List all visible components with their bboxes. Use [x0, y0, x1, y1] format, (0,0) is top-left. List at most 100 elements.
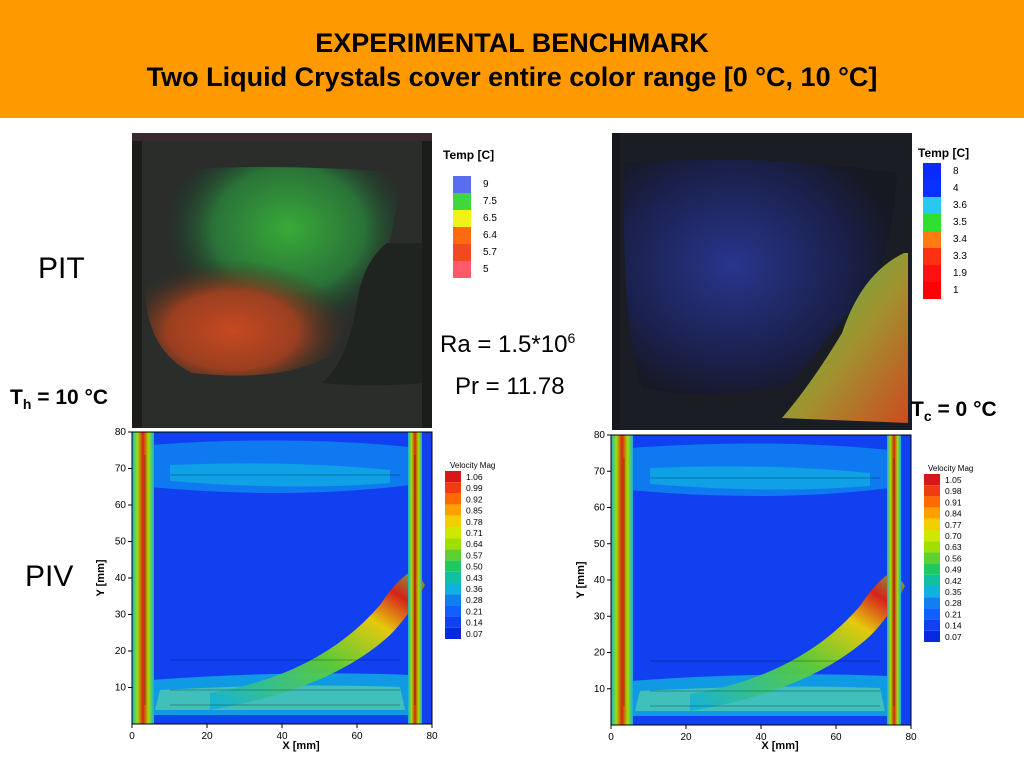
- y-tick-label: 20: [115, 646, 127, 657]
- piv-left-x-ticks: 0 20 40 60 80: [129, 724, 438, 742]
- colorbar-swatch: [445, 538, 461, 550]
- colorbar-swatch: [445, 471, 461, 483]
- colorbar-value: 0.42: [945, 576, 962, 586]
- piv-right-vectors: [623, 458, 895, 707]
- colorbar-swatch: [924, 474, 940, 486]
- colorbar-swatch: [924, 496, 940, 508]
- legend-entry: 8: [923, 163, 967, 180]
- legend-entry: 3.5: [923, 214, 967, 231]
- y-tick-label: 70: [115, 464, 127, 475]
- x-tick-label: 80: [426, 731, 438, 742]
- x-tick-label: 20: [201, 731, 213, 742]
- piv-left-y-ticks: 10 20 30 40 50 60 70 80: [115, 427, 132, 694]
- th-value: = 10 °C: [31, 386, 109, 409]
- colorbar-swatch: [924, 563, 940, 575]
- legend-entry: 3.6: [923, 197, 967, 214]
- y-tick-label: 50: [115, 537, 127, 548]
- y-tick-label: 40: [594, 575, 606, 586]
- pit-label: PIT: [38, 252, 85, 285]
- legend-value: 8: [953, 166, 959, 177]
- x-tick-label: 60: [351, 731, 363, 742]
- legend-swatch: [453, 227, 471, 244]
- colorbar-swatch: [445, 527, 461, 539]
- x-tick-label: 0: [608, 732, 614, 743]
- colorbar-value: 0.91: [945, 497, 962, 507]
- piv-left-legend-title: Velocity Mag: [450, 461, 495, 470]
- colorbar-value: 0.78: [466, 517, 483, 527]
- y-tick-label: 30: [115, 610, 127, 621]
- legend-swatch: [453, 176, 471, 193]
- legend-swatch: [923, 214, 941, 231]
- colorbar-value: 0.36: [466, 584, 483, 594]
- piv-left-vectors: [144, 455, 416, 706]
- x-tick-label: 40: [276, 731, 288, 742]
- title-banner: [0, 0, 1024, 118]
- colorbar-swatch: [924, 518, 940, 530]
- legend-swatch: [453, 244, 471, 261]
- x-tick-label: 20: [680, 732, 692, 743]
- legend-value: 4: [953, 183, 959, 194]
- x-tick-label: 40: [755, 732, 767, 743]
- colorbar-swatch: [445, 482, 461, 494]
- legend-value: 5: [483, 264, 489, 275]
- legend-value: 3.4: [953, 234, 967, 245]
- legend-entry: 4: [923, 180, 967, 197]
- y-tick-label: 40: [115, 573, 127, 584]
- colorbar-swatch: [924, 530, 940, 542]
- slide-title: EXPERIMENTAL BENCHMARK: [315, 28, 709, 58]
- piv-right-colorbar: 1.050.980.91 0.840.770.700.630.56 0.490.42…: [924, 474, 962, 642]
- legend-value: 9: [483, 179, 489, 190]
- legend-value: 6.4: [483, 230, 497, 241]
- legend-value: 3.5: [953, 217, 967, 228]
- piv-left-colorbar: 1.060.990.92 0.850.780.710.640.57 0.500.43…: [445, 471, 483, 639]
- legend-value: 1.9: [953, 268, 967, 279]
- y-tick-label: 30: [594, 611, 606, 622]
- colorbar-swatch: [924, 630, 940, 642]
- legend-value: 3.3: [953, 251, 967, 262]
- th-subscript: h: [22, 396, 32, 413]
- colorbar-swatch: [924, 552, 940, 564]
- legend-swatch: [923, 180, 941, 197]
- tc-symbol: T: [911, 398, 924, 421]
- piv-right-plot: 10 20 30 40 50 60 70 80 0 20 40 60 80 X [mm] Y [mm]…: [575, 430, 973, 752]
- x-tick-label: 60: [830, 732, 842, 743]
- colorbar-value: 0.85: [466, 506, 483, 516]
- colorbar-swatch: [445, 560, 461, 572]
- pit-left-photo: [132, 133, 432, 428]
- tc-subscript: c: [923, 408, 932, 425]
- colorbar-value: 0.21: [466, 606, 483, 616]
- legend-swatch: [453, 193, 471, 210]
- legend-entry: 5: [453, 261, 497, 278]
- colorbar-swatch: [924, 507, 940, 519]
- colorbar-swatch: [924, 608, 940, 620]
- hot-wall-temperature: Th = 10 °C: [10, 386, 108, 412]
- piv-right-y-ticks: 10 20 30 40 50 60 70 80: [594, 430, 611, 695]
- colorbar-swatch: [445, 594, 461, 606]
- piv-label: PIV: [25, 560, 74, 593]
- y-tick-label: 10: [594, 684, 606, 695]
- legend-entry: 5.7: [453, 244, 497, 261]
- piv-left-xlabel: X [mm]: [282, 740, 320, 752]
- y-tick-label: 10: [115, 683, 127, 694]
- cold-wall-temperature: Tc = 0 °C: [911, 398, 997, 424]
- legend-swatch: [923, 248, 941, 265]
- colorbar-swatch: [924, 619, 940, 631]
- colorbar-value: 0.84: [945, 509, 962, 519]
- colorbar-value: 0.21: [945, 609, 962, 619]
- legend-swatch: [923, 197, 941, 214]
- y-tick-label: 60: [115, 500, 127, 511]
- y-tick-label: 50: [594, 539, 606, 550]
- legend-value: 5.7: [483, 247, 497, 258]
- colorbar-value: 0.70: [945, 531, 962, 541]
- legend-entry: 3.3: [923, 248, 967, 265]
- legend-swatch: [453, 261, 471, 278]
- colorbar-swatch: [445, 549, 461, 561]
- y-tick-label: 80: [594, 430, 606, 441]
- legend-entry: 1: [923, 282, 967, 299]
- colorbar-value: 0.50: [466, 562, 483, 572]
- colorbar-swatch: [445, 504, 461, 516]
- pit-right-legend: 8 4 3.6 3.5 3.4 3.3 1.9 1: [923, 163, 967, 299]
- colorbar-swatch: [445, 583, 461, 595]
- prandtl-number: Pr = 11.78: [455, 373, 565, 400]
- colorbar-swatch: [445, 515, 461, 527]
